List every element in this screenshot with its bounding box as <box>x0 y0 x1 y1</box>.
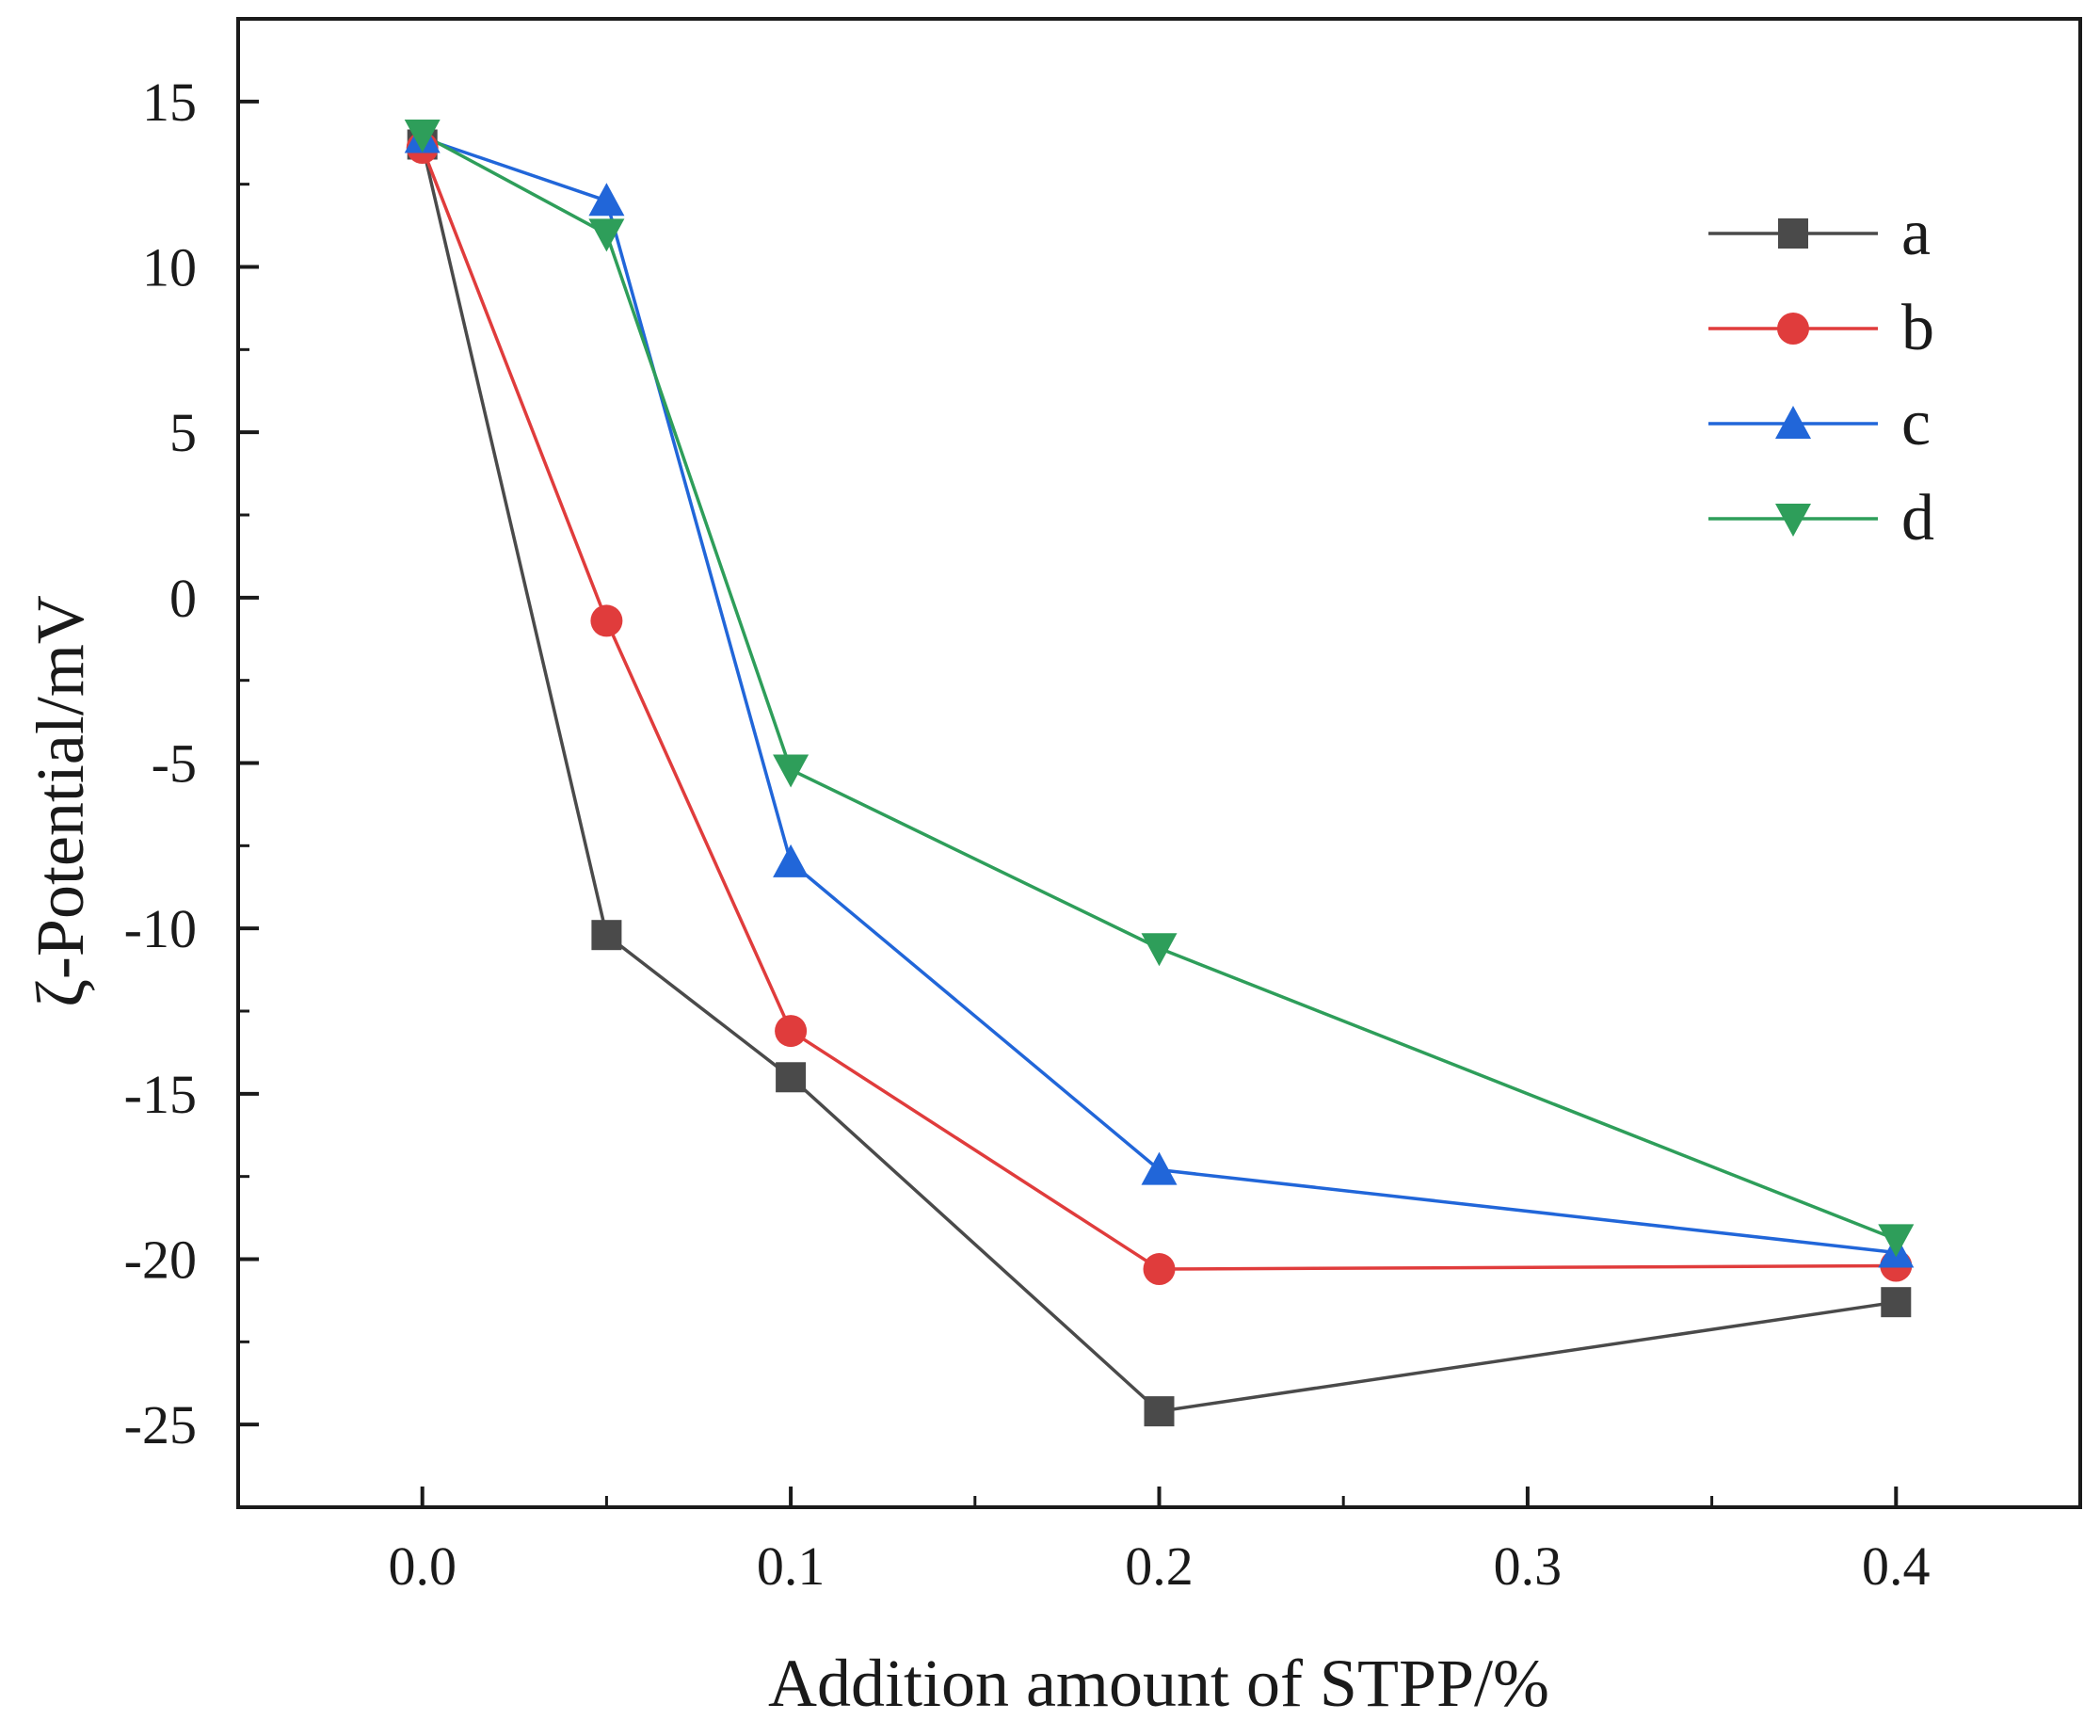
data-point-a-3 <box>1144 1396 1175 1427</box>
axis-tick-labels: 0.0 0.1 0.2 0.3 0.4 15 10 5 0 -5 -10 -15 -20 -25 <box>124 72 1931 1597</box>
data-point-b-1 <box>590 604 623 637</box>
series-markers <box>404 119 1915 1427</box>
data-point-a-4 <box>1881 1287 1912 1318</box>
axis-ticks <box>238 99 1899 1507</box>
x-axis-title: Addition amount of STPP/% <box>768 1646 1549 1721</box>
legend-label-d: d <box>1901 482 1934 555</box>
y-tick-label-5: 5 <box>169 402 197 463</box>
legend-marker-b <box>1777 313 1809 345</box>
legend-marker-c <box>1775 406 1811 439</box>
legend-marker-d <box>1775 504 1811 537</box>
x-tick-label-0.3: 0.3 <box>1494 1535 1563 1597</box>
y-tick-label--5: -5 <box>152 733 197 795</box>
data-point-a-2 <box>776 1062 807 1093</box>
y-tick-label--20: -20 <box>124 1230 197 1291</box>
y-tick-label-10: 10 <box>142 237 197 298</box>
data-point-c-2 <box>773 844 810 877</box>
data-point-d-4 <box>1878 1224 1915 1258</box>
legend-label-b: b <box>1901 292 1934 364</box>
x-tick-label-0.0: 0.0 <box>388 1535 457 1597</box>
data-point-c-3 <box>1141 1151 1178 1185</box>
y-tick-label--25: -25 <box>124 1394 197 1455</box>
data-point-d-3 <box>1141 933 1178 967</box>
data-point-b-2 <box>775 1015 808 1048</box>
y-axis-title: ζ-Potential/mV <box>23 595 98 1007</box>
x-tick-label-0.4: 0.4 <box>1862 1535 1931 1597</box>
legend-label-c: c <box>1901 387 1931 459</box>
x-tick-label-0.2: 0.2 <box>1125 1535 1194 1597</box>
data-point-c-1 <box>588 183 625 217</box>
y-tick-label--10: -10 <box>124 898 197 959</box>
y-tick-label-15: 15 <box>142 72 197 133</box>
data-point-d-2 <box>773 754 810 788</box>
x-tick-label-0.1: 0.1 <box>757 1535 826 1597</box>
y-tick-label--15: -15 <box>124 1064 197 1125</box>
data-point-d-1 <box>588 218 625 252</box>
data-point-d-0 <box>404 119 441 153</box>
legend-label-a: a <box>1901 197 1931 269</box>
y-tick-label-0: 0 <box>169 568 197 629</box>
data-point-a-1 <box>591 920 622 951</box>
data-point-b-3 <box>1143 1253 1176 1286</box>
legend-marker-a <box>1778 218 1808 249</box>
